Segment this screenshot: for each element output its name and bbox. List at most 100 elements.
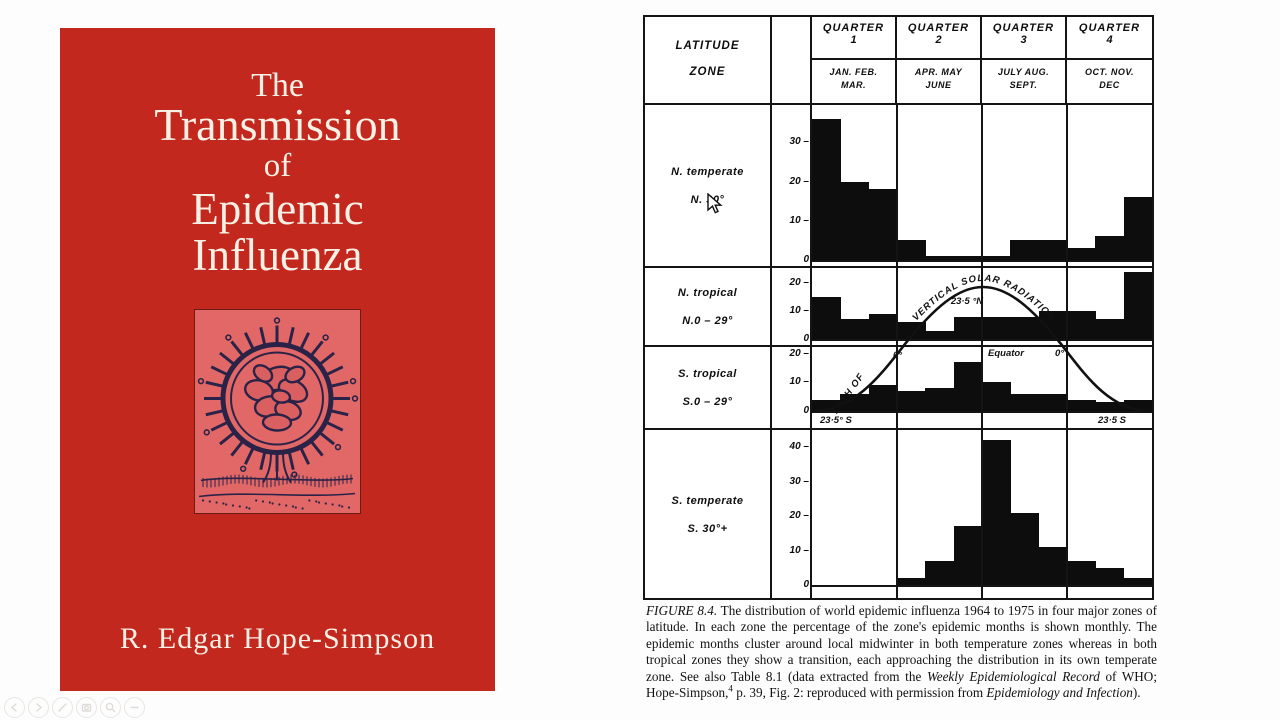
bar-may bbox=[925, 256, 955, 260]
quarter-divider bbox=[896, 430, 898, 600]
bar-may bbox=[925, 560, 955, 585]
zone-name: S. tropical bbox=[678, 367, 737, 380]
quarter-divider bbox=[981, 268, 983, 345]
latitude-zone-header: LATITUDE ZONE bbox=[645, 17, 772, 103]
zone-row-n-tropical: N. tropical N.0 – 29° 20 – 10 – 0 bbox=[645, 268, 1152, 347]
zone-plot bbox=[812, 347, 1152, 428]
bar-july bbox=[982, 256, 1011, 260]
bar-apr bbox=[897, 390, 926, 411]
pen-button[interactable] bbox=[52, 697, 73, 718]
bar-mar bbox=[868, 189, 898, 260]
previous-icon bbox=[10, 703, 17, 712]
bar-sept bbox=[1038, 310, 1068, 339]
y-tick-label: 0 bbox=[803, 579, 809, 590]
book-author: R. Edgar Hope-Simpson bbox=[119, 622, 436, 655]
bar-feb bbox=[840, 393, 870, 411]
quarter-divider bbox=[896, 268, 898, 345]
latitude-header-line-2: ZONE bbox=[689, 66, 726, 79]
quarter-column-4: QUARTER 4 OCT. NOV. DEC bbox=[1067, 17, 1152, 103]
zone-label: N. tropical N.0 – 29° bbox=[645, 268, 772, 345]
bar-feb bbox=[840, 181, 870, 260]
bar-oct bbox=[1067, 248, 1096, 260]
bar-july bbox=[982, 316, 1011, 339]
bar-apr bbox=[897, 322, 926, 339]
quarter-months: APR. MAY JUNE bbox=[897, 60, 980, 103]
quarter-divider bbox=[896, 105, 898, 266]
camera-button[interactable] bbox=[76, 697, 97, 718]
bar-june bbox=[953, 316, 983, 339]
y-axis: 40 – 30 – 20 – 10 – 0 bbox=[772, 430, 812, 600]
y-tick-label: 10 – bbox=[789, 214, 809, 226]
caption-segment: ). bbox=[1132, 685, 1141, 701]
bar-aug bbox=[1010, 512, 1040, 585]
zone-plot bbox=[812, 268, 1152, 345]
caption-segment: The distribution of world epidemic influ… bbox=[646, 603, 1158, 684]
zoom-icon bbox=[105, 702, 116, 713]
quarter-column-2: QUARTER 2 APR. MAY JUNE bbox=[897, 17, 982, 103]
month-label: OCT. NOV. bbox=[1084, 67, 1134, 77]
y-axis: 20 – 10 – 0 bbox=[772, 347, 812, 428]
book-title: The Transmission of Epidemic Influenza bbox=[60, 67, 495, 280]
zone-label: S. tropical S.0 – 29° bbox=[645, 347, 772, 428]
y-tick-label: 40 – bbox=[789, 441, 809, 453]
bar-sept bbox=[1038, 240, 1068, 260]
quarter-title: QUARTER 2 bbox=[897, 17, 980, 60]
virus-illustration bbox=[194, 309, 361, 514]
zone-name: N. temperate bbox=[671, 165, 744, 178]
next-button[interactable] bbox=[28, 697, 49, 718]
previous-button[interactable] bbox=[4, 697, 25, 718]
quarter-divider bbox=[981, 347, 983, 428]
zoom-button[interactable] bbox=[100, 697, 121, 718]
bar-mar bbox=[868, 313, 898, 339]
quarter-divider bbox=[1066, 430, 1068, 600]
next-icon bbox=[36, 703, 43, 712]
bar-dec bbox=[1123, 271, 1152, 339]
y-tick-label: 10 – bbox=[789, 544, 809, 556]
zone-plot bbox=[812, 430, 1152, 600]
bar-june bbox=[953, 362, 983, 411]
pen-icon bbox=[58, 703, 67, 712]
caption-segment: FIGURE 8.4. bbox=[646, 603, 718, 618]
y-tick-label: 10 – bbox=[789, 376, 809, 388]
bar-nov bbox=[1095, 236, 1125, 260]
month-label: JULY AUG. bbox=[997, 67, 1050, 77]
y-tick-label: 20 – bbox=[789, 510, 809, 522]
book-title-line-2: Transmission bbox=[154, 99, 401, 150]
zone-row-s-tropical: S. tropical S.0 – 29° 20 – 10 – 0 bbox=[645, 347, 1152, 430]
quarter-column-3: QUARTER 3 JULY AUG. SEPT. bbox=[982, 17, 1067, 103]
figure-caption: FIGURE 8.4. The distribution of world ep… bbox=[646, 603, 1157, 701]
quarter-title: QUARTER 3 bbox=[982, 17, 1065, 60]
book-cover: The Transmission of Epidemic Influenza bbox=[60, 28, 495, 691]
bar-oct bbox=[1067, 399, 1096, 411]
book-title-line-1: The bbox=[251, 67, 304, 104]
zone-name: S. temperate bbox=[671, 495, 744, 507]
zone-label: N. temperate N. 30° bbox=[645, 105, 772, 266]
bar-dec bbox=[1123, 197, 1152, 260]
y-tick-label: 30 – bbox=[789, 136, 809, 148]
axis-column-header bbox=[772, 17, 812, 103]
quarter-title: QUARTER 1 bbox=[812, 17, 895, 60]
zone-label: S. temperate S. 30°+ bbox=[645, 430, 772, 600]
month-label: APR. MAY bbox=[914, 67, 963, 77]
month-label: JAN. FEB. bbox=[829, 67, 878, 77]
bar-oct bbox=[1067, 310, 1096, 339]
quarter-months: JAN. FEB. MAR. bbox=[812, 60, 895, 103]
book-title-line-5: Influenza bbox=[192, 230, 363, 280]
bar-apr bbox=[897, 578, 926, 585]
bar-july bbox=[982, 440, 1011, 585]
quarter-months: JULY AUG. SEPT. bbox=[982, 60, 1065, 103]
y-tick-label: 0 bbox=[803, 333, 809, 344]
minus-button[interactable] bbox=[124, 697, 145, 718]
bar-jan bbox=[812, 296, 841, 339]
caption-segment: Epidemiology and Infection bbox=[986, 685, 1133, 701]
viewer-toolbar bbox=[4, 697, 145, 718]
bar-sept bbox=[1038, 547, 1068, 585]
influenza-figure: LATITUDE ZONE QUARTER 1 JAN. FEB. MAR. QUART… bbox=[643, 15, 1154, 600]
quarter-column-1: QUARTER 1 JAN. FEB. MAR. bbox=[812, 17, 897, 103]
zone-latitude-range: N.0 – 29° bbox=[682, 314, 733, 327]
y-tick-label: 0 bbox=[803, 405, 809, 416]
zone-row-s-temperate: S. temperate S. 30°+ 40 – 30 – 20 – 10 – 0 bbox=[645, 430, 1152, 600]
minus-icon bbox=[130, 706, 139, 709]
y-axis: 20 – 10 – 0 bbox=[772, 268, 812, 345]
